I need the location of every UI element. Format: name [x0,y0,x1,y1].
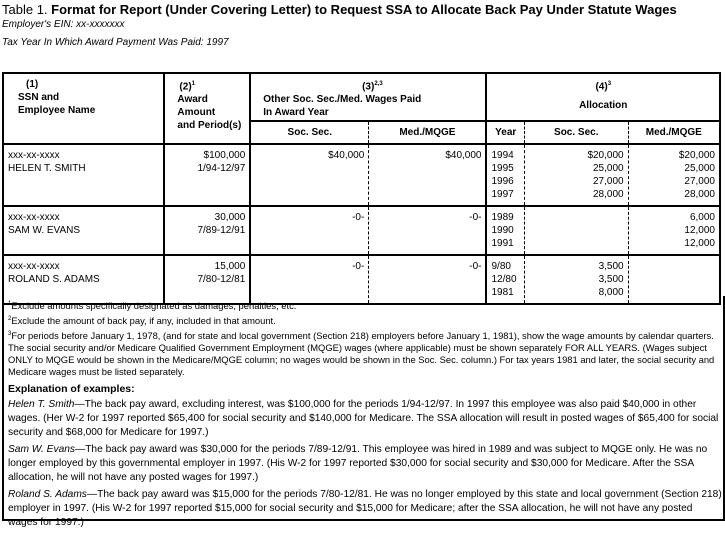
notes-section: 1Exclude amounts specifically designated… [2,296,725,528]
col3-sup: 2,3 [374,81,383,87]
alloc-med: 6,000 12,000 12,000 [627,205,721,257]
explanation-adams: Roland S. Adams—The back pay award was $… [8,489,722,529]
other-med: -0- [368,205,488,257]
col2-header: (2)1 Award Amount and Period(s) [163,71,252,146]
col4-sub-year: Year [485,120,525,146]
col3-label1: Other Soc. Sec./Med. Wages Paid [263,94,422,106]
title-main: Format for Report (Under Covering Letter… [51,2,677,17]
ssn: xxx-xx-xxxx [8,261,60,273]
award-amount: 30,000 [214,212,246,224]
footnote-2: 2Exclude the amount of back pay, if any,… [8,315,276,327]
other-med: -0- [368,254,488,306]
col4-header: (4)3 Allocation [485,71,721,123]
ssn: xxx-xx-xxxx [8,150,60,162]
table-title: Table 1. Format for Report (Under Coveri… [2,2,677,17]
col4-sub-socsec: Soc. Sec. [523,120,629,146]
col4-sup: 3 [607,81,612,87]
col2-label1: Award Amount [177,94,216,119]
alloc-socsec: 3,500 3,500 8,000 [523,254,629,306]
footnote-1: 1Exclude amounts specifically designated… [8,300,297,312]
alloc-years: 9/80 12/80 1981 [485,254,525,306]
award-amount: $100,000 [203,150,246,162]
ssn: xxx-xx-xxxx [8,212,60,224]
col4-sub-med: Med./MQGE [627,120,721,146]
footnote-3: 3For periods before January 1, 1978, (an… [8,330,715,378]
alloc-years: 1989 1990 1991 [485,205,525,257]
tax-year: Tax Year In Which Award Payment Was Paid… [2,37,229,48]
title-prefix: Table 1. [2,2,48,17]
col3-header: (3)2,3 Other Soc. Sec./Med. Wages Paid I… [249,71,488,123]
other-socsec: $40,000 [249,143,370,208]
alloc-socsec [523,205,629,257]
employer-ein: Employer's EIN: xx-xxxxxxx [2,19,125,30]
col3-sub-med: Med./MQGE [368,120,488,146]
col1-num: (1) [26,79,39,90]
explanation-smith: Helen T. Smith—The back pay award, exclu… [8,399,719,439]
award-amount: 15,000 [214,261,246,273]
employee-name: HELEN T. SMITH [8,163,86,175]
col1-label2: Employee Name [18,105,96,116]
col4-num: (4) [595,81,608,93]
col2-sup: 1 [191,81,195,87]
award-period: 7/89-12/91 [197,225,246,237]
other-socsec: -0- [249,205,370,257]
employee-name: ROLAND S. ADAMS [8,274,100,286]
alloc-socsec: $20,000 25,000 27,000 28,000 [523,143,629,208]
col3-sub-socsec: Soc. Sec. [249,120,370,146]
other-med: $40,000 [368,143,488,208]
alloc-med [627,254,721,306]
award-period: 7/80-12/81 [197,274,246,286]
col1-header: (1) SSN and Employee Name [1,71,166,146]
explanation-heading: Explanation of examples: [8,383,135,396]
allocation-table: (1) SSN and Employee Name (2)1 Award Amo… [1,71,721,306]
alloc-years: 1994 1995 1996 1997 [485,143,525,208]
col1-label1: SSN and [18,92,60,103]
employee-name: SAM W. EVANS [8,225,81,237]
table-row: xxx-xx-xxxx HELEN T. SMITH $100,000 1/94-1… [1,143,721,208]
award-period: 1/94-12/97 [197,163,246,175]
col2-num: (2) [179,81,192,93]
explanation-evans: Sam W. Evans—The back pay award was $30,… [8,444,708,484]
table-row: xxx-xx-xxxx ROLAND S. ADAMS 15,000 7/80-12… [1,254,721,306]
col4-label: Allocation [579,100,628,112]
col3-num: (3) [362,81,375,93]
col2-label2: and Period(s) [177,120,242,132]
col3-label2: In Award Year [263,107,329,119]
table-row: xxx-xx-xxxx SAM W. EVANS 30,000 7/89-12/91… [1,205,721,257]
alloc-med: $20,000 25,000 27,000 28,000 [627,143,721,208]
other-socsec: -0- [249,254,370,306]
